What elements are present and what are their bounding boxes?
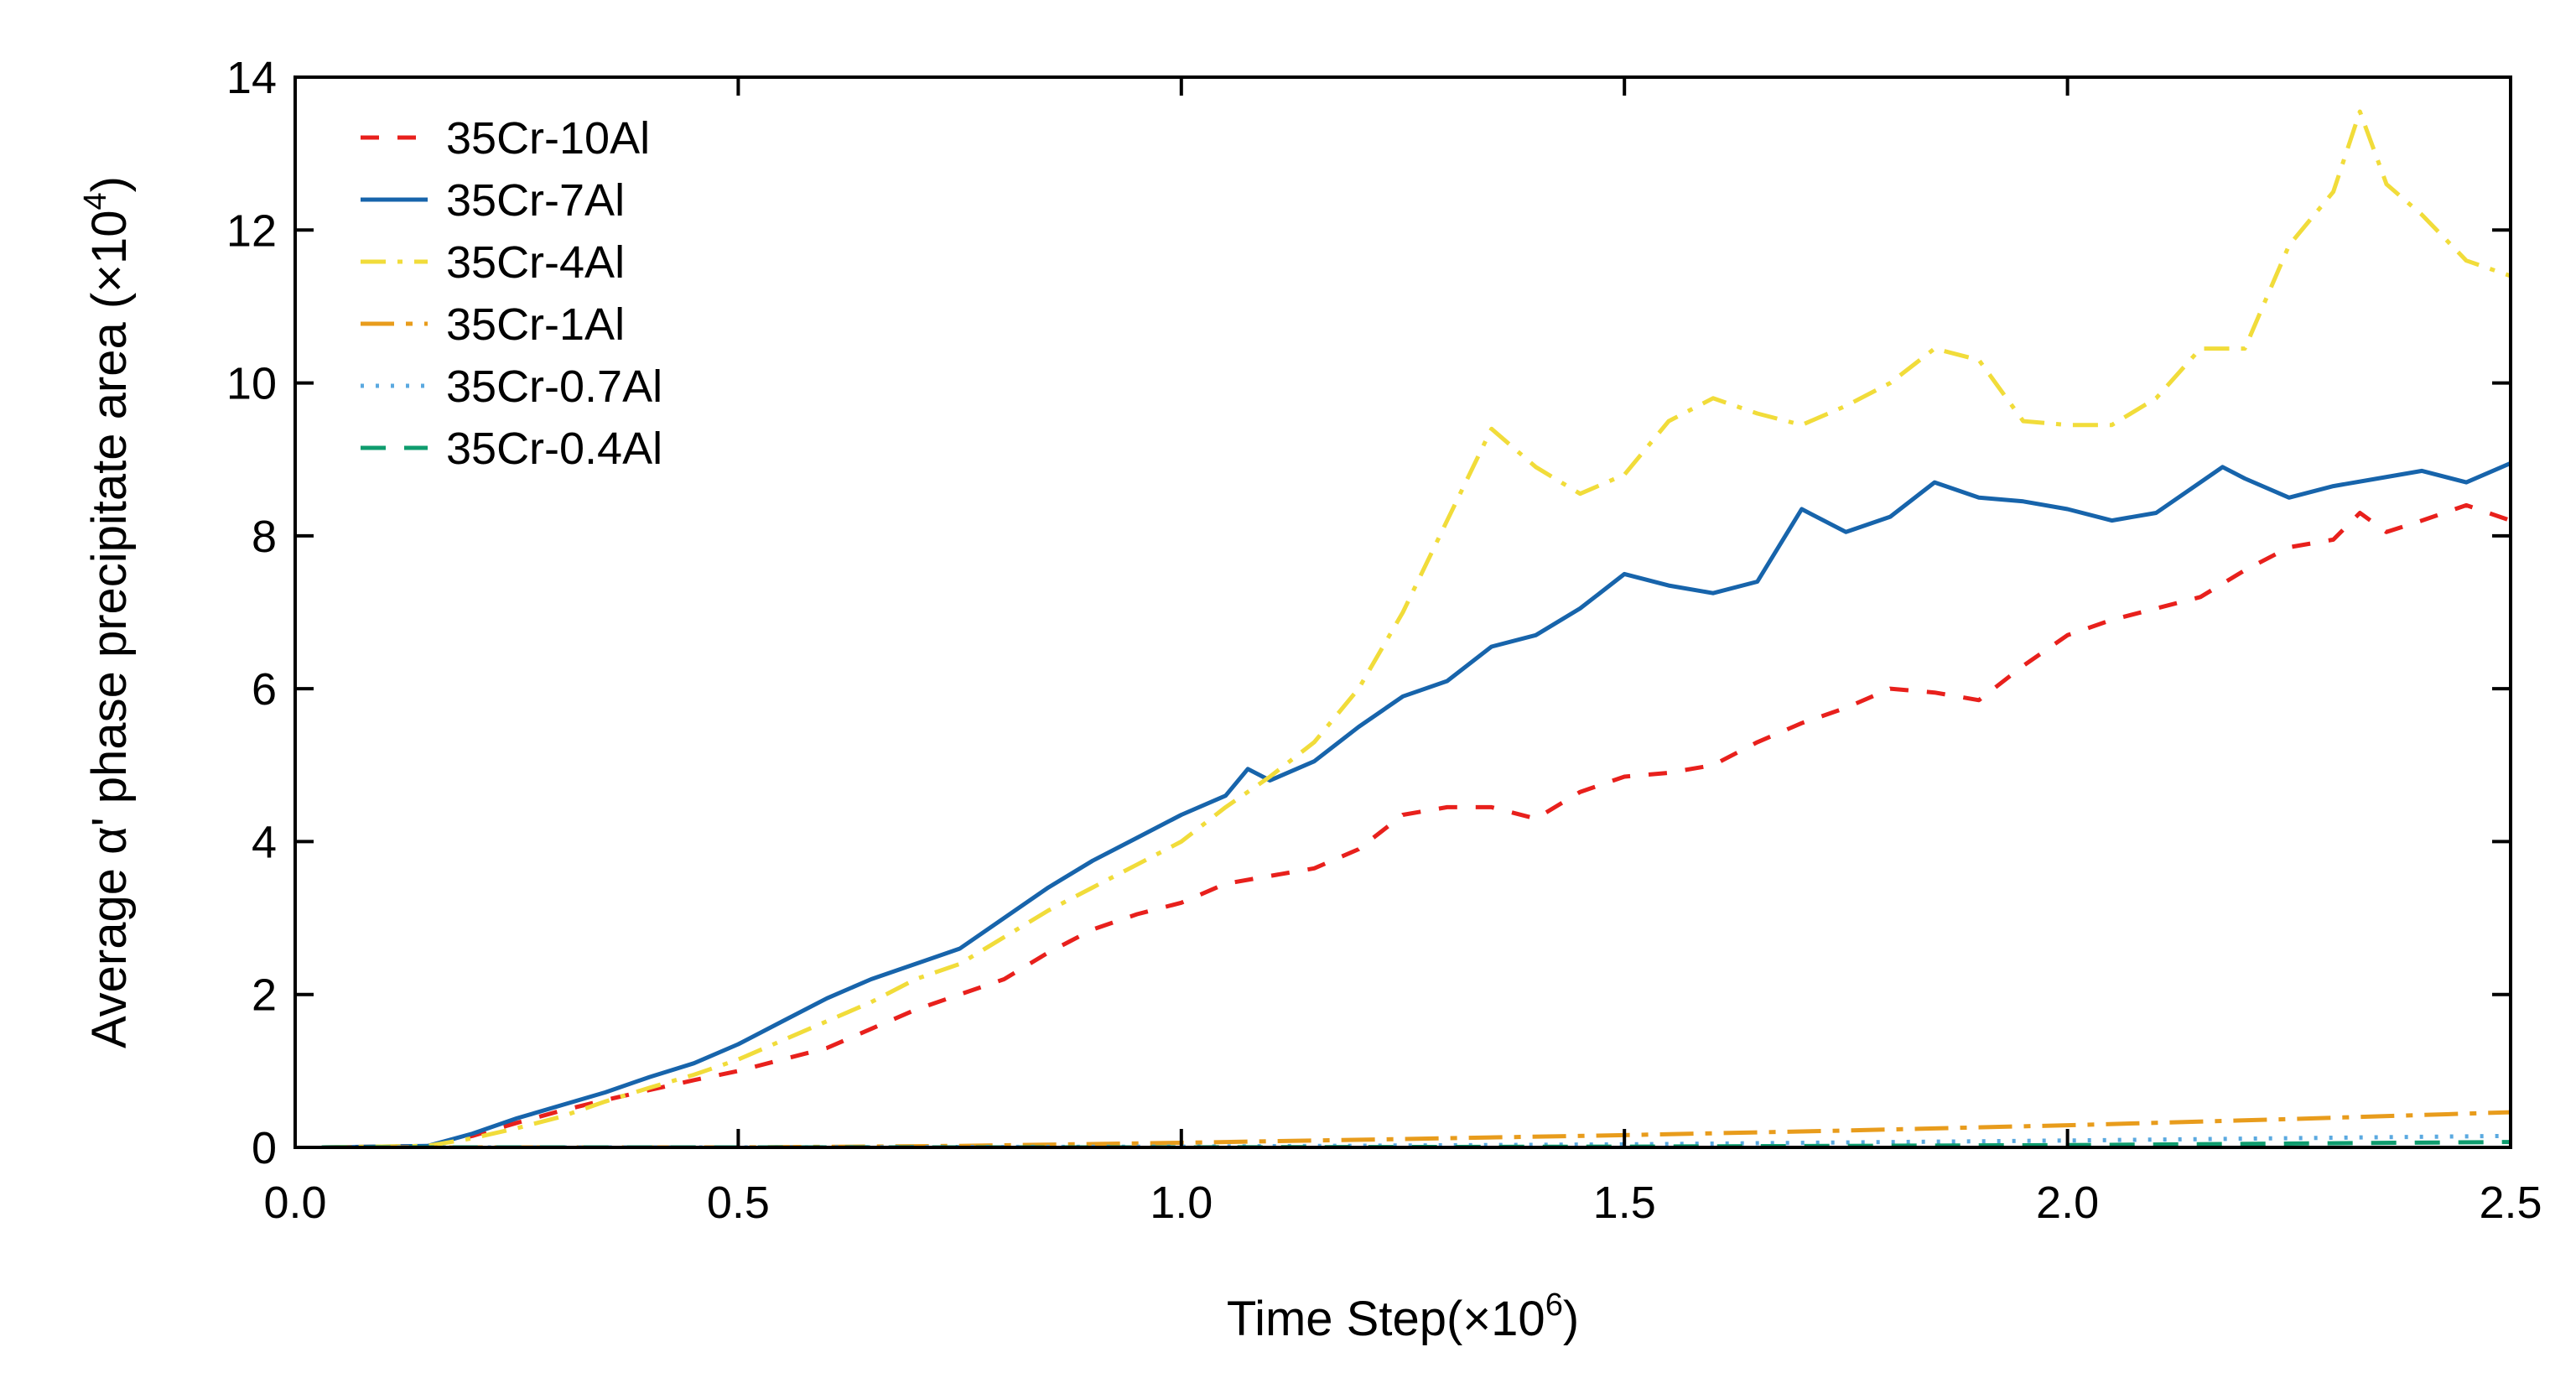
x-tick-label: 1.0	[1150, 1178, 1213, 1228]
y-tick-label: 6	[252, 664, 277, 715]
x-tick-label: 0.0	[263, 1178, 326, 1228]
y-tick-label: 2	[252, 970, 277, 1021]
series-line-35cr-10al	[321, 502, 2511, 1147]
plot-frame	[293, 75, 2512, 1149]
x-tick-label: 1.5	[1593, 1178, 1656, 1228]
x-axis: 0.0 0.5 1.0 1.5 2.0 2.5	[263, 77, 2542, 1228]
y-tick-label: 0	[252, 1123, 277, 1173]
series-line-35cr-7al	[321, 461, 2511, 1147]
legend-label-35cr-7al: 35Cr-7Al	[446, 175, 625, 226]
y-tick-label: 8	[252, 512, 277, 562]
y-tick-label: 4	[252, 817, 277, 867]
y-tick-label: 12	[226, 205, 277, 256]
legend: 35Cr-10Al 35Cr-7Al 35Cr-4Al 35Cr-1Al 35Cr-0.…	[361, 113, 662, 474]
series-layer	[321, 109, 2511, 1147]
y-tick-label: 10	[226, 359, 277, 409]
legend-label-35cr-0-7al: 35Cr-0.7Al	[446, 361, 662, 412]
y-tick-label: 14	[226, 53, 277, 103]
legend-label-35cr-0-4al: 35Cr-0.4Al	[446, 424, 662, 474]
x-tick-label: 2.0	[2036, 1178, 2099, 1228]
y-axis-title: Average α' phase precipitate area (×104)	[78, 176, 137, 1048]
series-line-35cr-4al	[321, 109, 2511, 1147]
x-tick-label: 2.5	[2479, 1178, 2542, 1228]
x-tick-label: 0.5	[707, 1178, 770, 1228]
x-axis-title: Time Step(×106)	[1227, 1287, 1579, 1346]
legend-label-35cr-1al: 35Cr-1Al	[446, 299, 625, 350]
legend-label-35cr-10al: 35Cr-10Al	[446, 113, 650, 164]
series-line-35cr-1al	[321, 1110, 2511, 1147]
legend-label-35cr-4al: 35Cr-4Al	[446, 237, 625, 288]
y-axis: 0 2 4 6 8 10 12 14	[226, 53, 2511, 1173]
